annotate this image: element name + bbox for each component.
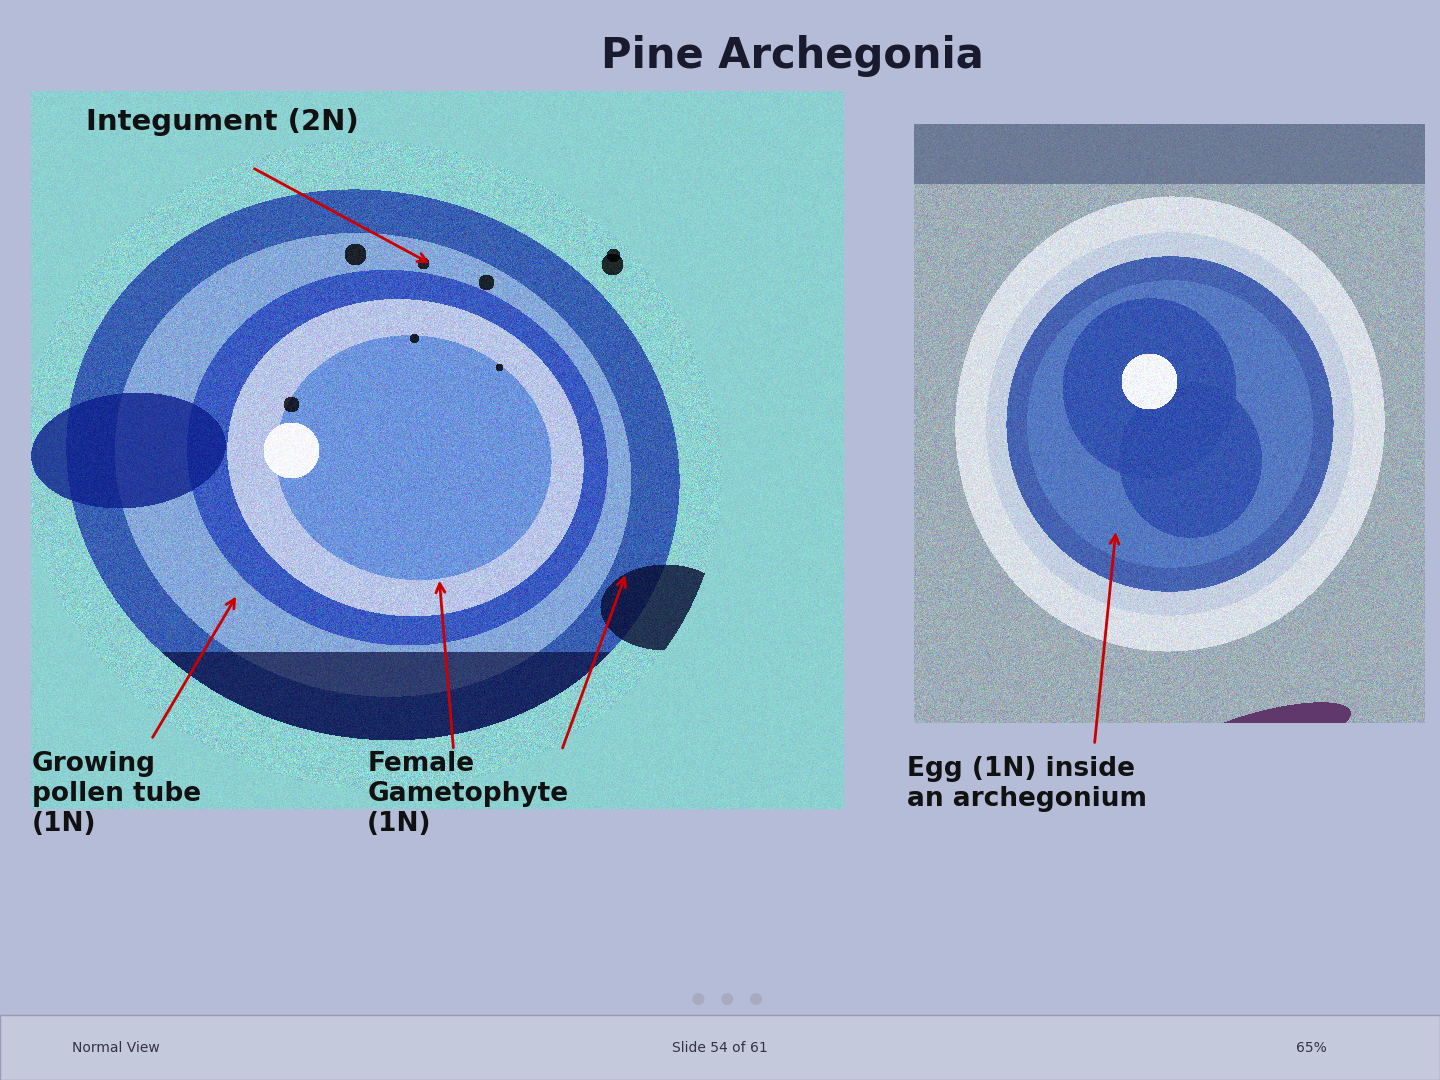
Circle shape <box>693 993 704 1005</box>
Text: Normal View: Normal View <box>72 1041 160 1054</box>
Text: Pine Archegonia: Pine Archegonia <box>600 35 984 77</box>
Circle shape <box>721 993 733 1005</box>
Circle shape <box>750 993 762 1005</box>
Text: Slide 54 of 61: Slide 54 of 61 <box>672 1041 768 1054</box>
Text: Egg (1N) inside
an archegonium: Egg (1N) inside an archegonium <box>907 756 1148 812</box>
Text: Integument (2N): Integument (2N) <box>86 108 359 136</box>
Text: 65%: 65% <box>1296 1041 1326 1054</box>
Text: Female
Gametophyte
(1N): Female Gametophyte (1N) <box>367 751 569 837</box>
Text: Growing
pollen tube
(1N): Growing pollen tube (1N) <box>32 751 200 837</box>
FancyBboxPatch shape <box>0 1015 1440 1080</box>
